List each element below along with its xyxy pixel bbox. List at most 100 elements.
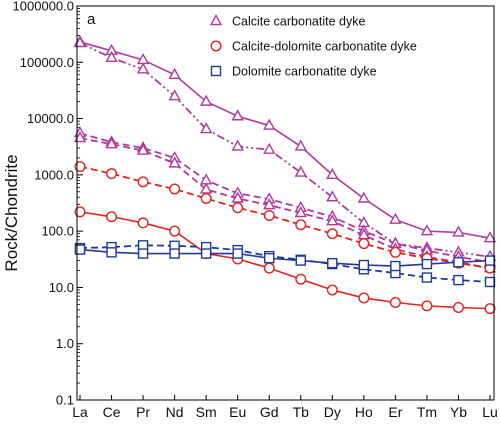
triangle-marker <box>483 231 497 243</box>
circle-marker <box>232 202 244 214</box>
triangle-marker <box>231 139 244 151</box>
triangle-marker <box>209 14 223 26</box>
triangle-marker <box>136 143 150 155</box>
series-line <box>79 137 491 270</box>
square-marker <box>358 259 370 271</box>
circle-marker <box>210 40 222 52</box>
circle-marker <box>389 246 401 258</box>
triangle-marker <box>199 182 213 194</box>
square-marker <box>295 255 306 266</box>
circle-marker <box>358 292 370 304</box>
triangle-marker <box>420 224 434 236</box>
circle-marker <box>295 273 307 285</box>
circle-marker <box>452 301 464 313</box>
square-marker <box>484 276 496 288</box>
triangle-marker <box>231 191 244 203</box>
plot-frame <box>76 5 495 401</box>
triangle-marker <box>199 173 213 185</box>
circle-marker <box>200 193 212 205</box>
square-marker <box>74 244 86 255</box>
square-marker <box>210 65 222 77</box>
triangle-marker <box>263 198 276 210</box>
triangle-marker <box>452 225 465 237</box>
x-tick-label: Nd <box>166 404 184 420</box>
square-marker <box>453 257 464 268</box>
triangle-marker <box>294 139 307 151</box>
y-tick-label: 100.0 <box>41 224 74 239</box>
x-tick-label: Lu <box>482 404 498 420</box>
square-marker <box>106 247 117 258</box>
series-line <box>79 244 491 283</box>
y-tick-label: 1000.0 <box>34 167 74 182</box>
circle-marker <box>421 300 433 312</box>
y-axis-label-group: Rock/Chondrite <box>2 154 21 271</box>
triangle-marker <box>263 118 276 130</box>
x-tick-label: Ho <box>355 404 373 420</box>
triangle-marker <box>168 89 181 101</box>
series-line <box>79 41 491 239</box>
series-layer <box>73 34 497 315</box>
x-tick-label: Er <box>388 404 402 420</box>
square-marker <box>200 248 212 259</box>
triangle-marker <box>326 214 339 226</box>
triangle-marker <box>105 137 118 149</box>
x-tick-label: Tm <box>417 404 437 420</box>
circle-marker <box>263 262 275 274</box>
y-tick-label: 10.0 <box>49 280 74 295</box>
square-marker <box>390 260 401 272</box>
series-line <box>79 42 491 258</box>
y-tick-label: 0.1 <box>56 393 74 408</box>
circle-marker <box>106 211 118 223</box>
legend-item: Calcite carbonatite dyke <box>209 14 365 29</box>
square-marker <box>484 255 496 266</box>
circle-marker <box>484 303 496 315</box>
triangle-marker <box>168 156 181 168</box>
circle-marker <box>263 209 275 221</box>
square-marker <box>421 272 433 283</box>
square-marker <box>232 248 243 259</box>
legend: Calcite carbonatite dyke Calcite-dolomite… <box>209 14 417 79</box>
series-5 <box>74 161 496 274</box>
x-tick-label: Pr <box>136 404 150 420</box>
series-line <box>79 132 491 264</box>
circle-marker <box>137 217 149 229</box>
triangle-marker <box>294 165 307 177</box>
triangle-marker <box>263 142 276 154</box>
y-axis-label: Rock/Chondrite <box>2 154 21 271</box>
square-marker <box>169 248 180 259</box>
series-line <box>79 248 491 267</box>
circle-marker <box>106 168 118 180</box>
triangle-marker <box>199 94 213 106</box>
square-marker <box>421 258 433 270</box>
square-marker <box>264 253 275 264</box>
series-8 <box>74 244 496 272</box>
legend-label: Calcite carbonatite dyke <box>232 15 365 29</box>
triangle-marker <box>326 167 339 180</box>
y-tick-label: 1000000.0 <box>13 0 74 14</box>
triangle-marker <box>326 190 339 202</box>
square-marker <box>137 248 149 259</box>
panel-label: a <box>87 11 96 28</box>
triangle-marker <box>199 122 213 134</box>
legend-label: Dolomite carbonatite dyke <box>232 65 377 79</box>
triangle-marker <box>168 67 181 79</box>
y-tick-label: 10000.0 <box>27 111 74 126</box>
circle-marker <box>326 284 338 296</box>
circle-marker <box>358 238 370 250</box>
square-marker <box>327 257 338 269</box>
triangle-marker <box>294 206 307 218</box>
circle-marker <box>326 228 338 240</box>
square-marker <box>453 274 464 286</box>
x-tick-label: Yb <box>450 404 467 420</box>
circle-marker <box>74 206 86 218</box>
circle-marker <box>137 176 149 188</box>
circle-marker <box>74 161 86 173</box>
x-tick-label: Tb <box>293 404 310 420</box>
tick-layer: 0.1 1.0 10.0 100.0 1000.0 10000.0 100000.0 1000… <box>13 0 498 420</box>
circle-marker <box>169 225 181 237</box>
y-tick-label: 1.0 <box>56 336 74 351</box>
legend-label: Calcite-dolomite carbonatite dyke <box>232 40 417 54</box>
x-tick-label: Sm <box>196 404 217 420</box>
triangle-marker <box>357 191 371 203</box>
